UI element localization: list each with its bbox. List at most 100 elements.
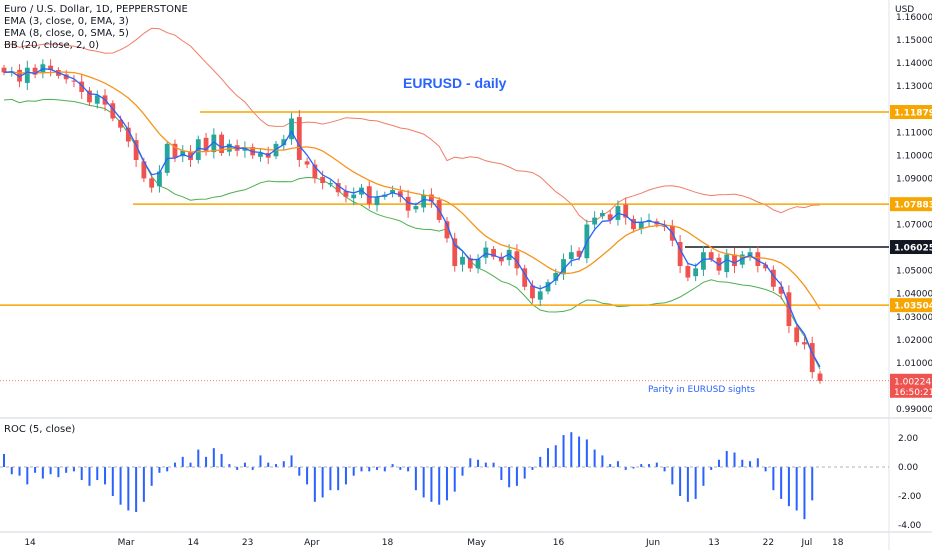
roc-bar [275, 464, 277, 467]
roc-bar [725, 451, 728, 467]
roc-bar [787, 467, 790, 507]
roc-bar [41, 467, 44, 479]
candle-body [390, 189, 395, 194]
roc-bar [243, 462, 246, 467]
roc-bar [430, 467, 433, 502]
candle-body [646, 219, 652, 221]
price-tick-label: 1.02000 [896, 336, 932, 346]
roc-bar [337, 467, 340, 491]
roc-bar [562, 435, 565, 467]
price-axis-ticks: 1.160001.150001.140001.130001.120001.110… [896, 13, 932, 415]
roc-bar [298, 467, 301, 476]
time-tick-label: May [467, 538, 486, 548]
time-tick-label: 14 [188, 538, 200, 548]
roc-bar [88, 467, 91, 486]
currency-label: USD [895, 5, 914, 15]
roc-bar [508, 467, 511, 488]
roc-bar [111, 467, 114, 496]
roc-bar [127, 467, 130, 511]
candle-body [118, 119, 123, 128]
price-tick-label: 1.09000 [896, 174, 932, 184]
symbol-title[interactable]: Euro / U.S. Dollar, 1D, PEPPERSTONE [4, 4, 188, 15]
candle-body [180, 150, 186, 157]
roc-bar [453, 467, 456, 492]
time-tick-label: 18 [832, 538, 844, 548]
roc-legend[interactable]: ROC (5, close) [4, 424, 76, 435]
candle-body [693, 268, 699, 277]
roc-bar [135, 467, 138, 512]
price-tags: 1.11879 1.07883 1.06025 1.03504 1.0022416:50… [890, 105, 932, 398]
roc-bar [26, 467, 29, 485]
price-tick-label: 1.05000 [896, 267, 932, 277]
candle-body [537, 291, 543, 300]
candle-body [561, 259, 566, 275]
candle-body [809, 343, 815, 373]
indicator-bb[interactable]: BB (20, close, 2, 0) [4, 40, 99, 51]
roc-bar [313, 467, 316, 502]
parity-note: Parity in EURUSD sights [648, 385, 755, 395]
roc-bar [593, 449, 596, 467]
roc-bar [189, 462, 192, 467]
roc-bar [80, 467, 83, 481]
candle-body [289, 118, 294, 140]
candle-body [778, 286, 784, 294]
price-tick-label: 1.13000 [896, 82, 932, 92]
roc-bar [306, 467, 309, 485]
candle-body [366, 186, 372, 204]
price-tag-label: 1.11879 [894, 109, 932, 119]
roc-bar [407, 467, 410, 472]
candle-body [397, 191, 403, 197]
candle-body [817, 373, 823, 381]
candle-body [24, 67, 30, 83]
candle-body [335, 183, 341, 193]
candle-body [724, 254, 730, 273]
roc-bar [624, 467, 627, 470]
last-price-tag-bg [890, 373, 932, 398]
candle-body [195, 139, 201, 160]
price-tick-label: 1.15000 [896, 36, 932, 46]
roc-tick-label: 2.00 [898, 434, 918, 444]
time-tick-label: 13 [708, 538, 719, 548]
roc-bar [236, 467, 239, 470]
price-tick-label: 0.99000 [896, 405, 932, 415]
candle-body [522, 268, 528, 287]
roc-bar [150, 467, 153, 486]
candle-body [553, 272, 559, 281]
price-tag-bg [890, 105, 932, 120]
roc-bar [694, 467, 697, 499]
last-price-value: 1.00224 [894, 377, 931, 387]
roc-bar [438, 467, 441, 505]
candle-body [460, 256, 465, 265]
roc-bar [702, 467, 705, 486]
roc-tick-label: -4.00 [898, 521, 922, 531]
candle-body [763, 264, 769, 269]
candle-body [296, 117, 302, 160]
candle-body [320, 177, 326, 184]
candle-body [491, 248, 497, 257]
roc-bar [344, 467, 347, 485]
price-tag-bg [890, 298, 932, 313]
candle-body [545, 282, 551, 292]
price-tick-label: 1.10000 [896, 151, 932, 161]
candle-body [1, 67, 7, 73]
indicator-ema8[interactable]: EMA (8, close, 0, SMA, 5) [4, 28, 129, 39]
roc-bar [469, 458, 472, 467]
roc-bar [539, 456, 542, 467]
candle-body [32, 67, 38, 75]
roc-bar [228, 464, 231, 467]
candle-body [79, 81, 85, 92]
roc-bar [648, 464, 651, 467]
roc-bar [399, 467, 402, 470]
horizontal-levels [0, 111, 889, 382]
roc-bar [609, 464, 612, 467]
roc-bar [414, 467, 417, 491]
chart-annotation-title: EURUSD - daily [403, 75, 507, 91]
candle-body [374, 196, 380, 206]
roc-bar [259, 455, 262, 467]
candle-body [312, 164, 318, 179]
roc-bar [3, 453, 5, 467]
indicator-ema3[interactable]: EMA (3, close, 0, EMA, 3) [4, 16, 129, 27]
roc-bar [484, 462, 487, 467]
roc-bar [749, 461, 752, 467]
